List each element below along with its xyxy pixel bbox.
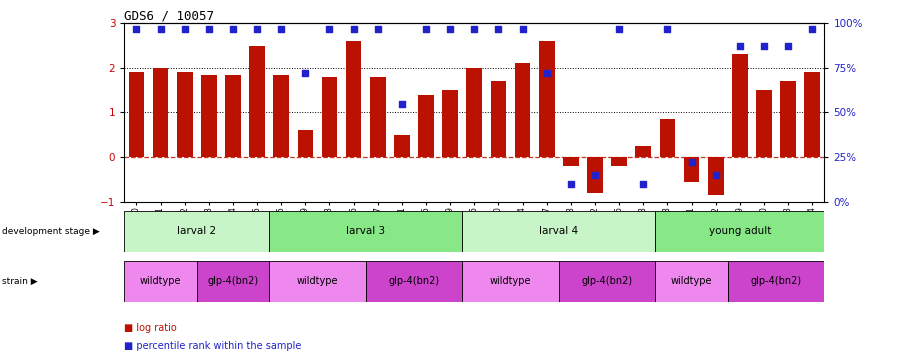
Bar xyxy=(728,261,824,302)
Bar xyxy=(124,261,197,302)
Bar xyxy=(321,77,337,157)
Point xyxy=(756,44,771,49)
Bar xyxy=(345,41,361,157)
Point xyxy=(588,172,602,178)
Point xyxy=(298,70,313,76)
Point xyxy=(250,26,264,31)
Point xyxy=(226,26,240,31)
Bar xyxy=(462,261,559,302)
Point xyxy=(419,26,434,31)
Text: larval 3: larval 3 xyxy=(346,226,385,236)
Text: wildtype: wildtype xyxy=(297,276,338,286)
Bar xyxy=(442,90,458,157)
Text: glp-4(bn2): glp-4(bn2) xyxy=(581,276,633,286)
Bar xyxy=(466,68,483,157)
Point xyxy=(491,26,506,31)
Bar xyxy=(124,211,269,252)
Text: ■ percentile rank within the sample: ■ percentile rank within the sample xyxy=(124,341,302,351)
Text: glp-4(bn2): glp-4(bn2) xyxy=(207,276,259,286)
Text: ■ log ratio: ■ log ratio xyxy=(124,323,177,333)
Text: larval 2: larval 2 xyxy=(177,226,216,236)
Bar xyxy=(153,68,169,157)
Bar xyxy=(612,157,627,166)
Bar xyxy=(394,135,410,157)
Bar xyxy=(491,81,507,157)
Bar xyxy=(274,75,289,157)
Point xyxy=(178,26,192,31)
Point xyxy=(274,26,288,31)
Bar xyxy=(539,41,554,157)
Point xyxy=(346,26,361,31)
Bar xyxy=(780,81,796,157)
Bar xyxy=(708,157,724,195)
Point xyxy=(635,181,650,187)
Bar xyxy=(462,211,656,252)
Bar xyxy=(177,72,192,157)
Bar xyxy=(418,95,434,157)
Bar xyxy=(563,157,578,166)
Bar xyxy=(201,75,216,157)
Bar xyxy=(804,72,820,157)
Bar xyxy=(515,64,530,157)
Point xyxy=(443,26,458,31)
Point xyxy=(540,70,554,76)
Bar xyxy=(269,211,462,252)
Text: development stage ▶: development stage ▶ xyxy=(2,227,99,236)
Text: larval 4: larval 4 xyxy=(539,226,578,236)
Bar xyxy=(250,45,265,157)
Text: wildtype: wildtype xyxy=(490,276,531,286)
Point xyxy=(370,26,385,31)
Text: glp-4(bn2): glp-4(bn2) xyxy=(751,276,801,286)
Bar xyxy=(635,146,651,157)
Point xyxy=(394,101,409,106)
Point xyxy=(732,44,747,49)
Text: strain ▶: strain ▶ xyxy=(2,277,38,286)
Bar xyxy=(656,261,728,302)
Point xyxy=(781,44,796,49)
Bar xyxy=(366,261,462,302)
Bar xyxy=(370,77,386,157)
Bar xyxy=(559,261,656,302)
Point xyxy=(612,26,626,31)
Bar xyxy=(269,261,366,302)
Point xyxy=(660,26,675,31)
Bar xyxy=(756,90,772,157)
Point xyxy=(708,172,723,178)
Point xyxy=(564,181,578,187)
Text: wildtype: wildtype xyxy=(670,276,712,286)
Bar xyxy=(225,75,240,157)
Point xyxy=(515,26,530,31)
Bar xyxy=(297,130,313,157)
Point xyxy=(467,26,482,31)
Point xyxy=(202,26,216,31)
Bar xyxy=(197,261,269,302)
Bar xyxy=(656,211,824,252)
Point xyxy=(684,160,699,165)
Text: glp-4(bn2): glp-4(bn2) xyxy=(389,276,439,286)
Bar xyxy=(683,157,699,182)
Point xyxy=(805,26,820,31)
Bar xyxy=(732,54,748,157)
Point xyxy=(322,26,337,31)
Point xyxy=(129,26,144,31)
Bar xyxy=(129,72,145,157)
Text: wildtype: wildtype xyxy=(140,276,181,286)
Text: GDS6 / 10057: GDS6 / 10057 xyxy=(124,9,215,22)
Bar xyxy=(588,157,603,193)
Text: young adult: young adult xyxy=(708,226,771,236)
Bar xyxy=(659,119,675,157)
Point xyxy=(153,26,168,31)
